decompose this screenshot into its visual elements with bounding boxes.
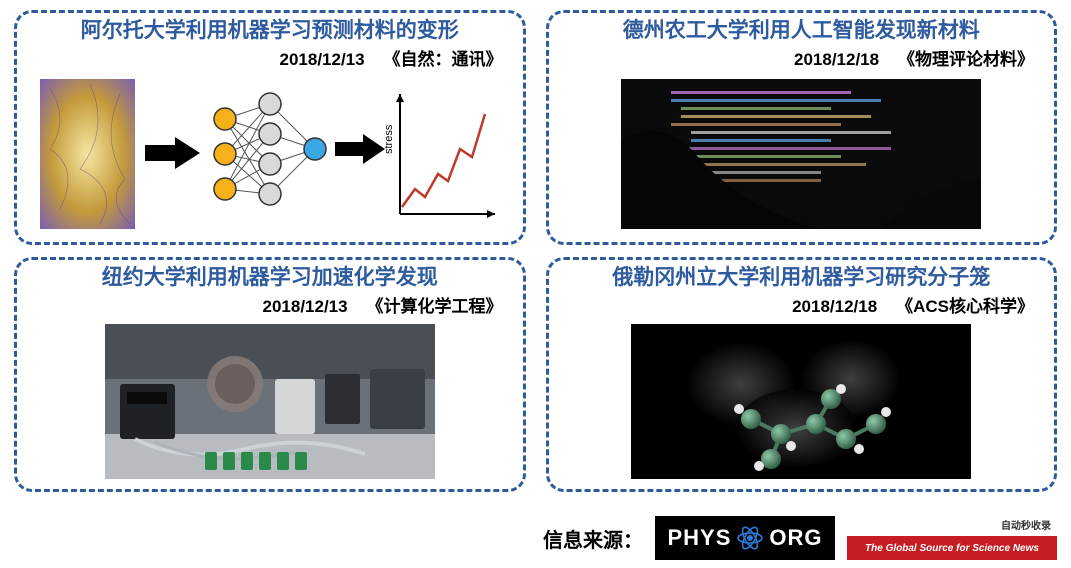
card-aalto: 阿尔托大学利用机器学习预测材料的变形 2018/12/13 《自然：通讯》 bbox=[14, 10, 526, 245]
footer-label: 信息来源： bbox=[543, 524, 643, 553]
card-title: 德州农工大学利用人工智能发现新材料 bbox=[559, 19, 1045, 43]
card-journal: 《ACS核心科学》 bbox=[896, 297, 1034, 316]
figure-lab-photo bbox=[27, 321, 513, 481]
atom-icon bbox=[735, 523, 765, 553]
card-journal: 《物理评论材料》 bbox=[898, 50, 1034, 69]
card-title: 纽约大学利用机器学习加速化学发现 bbox=[27, 266, 513, 290]
figure-neural-net: stress bbox=[27, 74, 513, 234]
card-nyu: 纽约大学利用机器学习加速化学发现 2018/12/13 《计算化学工程》 bbox=[14, 257, 526, 492]
card-date: 2018/12/18 bbox=[794, 50, 879, 69]
physorg-left: PHYS bbox=[667, 525, 731, 551]
figure-code-screen bbox=[559, 74, 1045, 234]
footer-sources: 信息来源： PHYS ORG 自动秒收录 The Global Source f… bbox=[543, 516, 1057, 560]
eurekalert-top: 自动秒收录 bbox=[847, 516, 1057, 536]
card-date: 2018/12/13 bbox=[263, 297, 348, 316]
card-date: 2018/12/13 bbox=[280, 50, 365, 69]
card-subtitle: 2018/12/18 《ACS核心科学》 bbox=[559, 292, 1045, 317]
figure-molecule bbox=[559, 321, 1045, 481]
card-title: 阿尔托大学利用机器学习预测材料的变形 bbox=[27, 19, 513, 43]
card-date: 2018/12/18 bbox=[792, 297, 877, 316]
physorg-right: ORG bbox=[769, 525, 822, 551]
card-tamu: 德州农工大学利用人工智能发现新材料 2018/12/18 《物理评论材料》 bbox=[546, 10, 1058, 245]
source-eurekalert: 自动秒收录 The Global Source for Science News bbox=[847, 516, 1057, 560]
card-title: 俄勒冈州立大学利用机器学习研究分子笼 bbox=[559, 266, 1045, 290]
eurekalert-bottom: The Global Source for Science News bbox=[861, 536, 1043, 560]
card-subtitle: 2018/12/13 《计算化学工程》 bbox=[27, 292, 513, 317]
card-journal: 《计算化学工程》 bbox=[367, 297, 503, 316]
source-physorg: PHYS ORG bbox=[655, 516, 835, 560]
card-grid: 阿尔托大学利用机器学习预测材料的变形 2018/12/13 《自然：通讯》 bbox=[0, 0, 1071, 492]
card-subtitle: 2018/12/13 《自然：通讯》 bbox=[27, 45, 513, 70]
axis-label: stress bbox=[383, 124, 395, 154]
card-subtitle: 2018/12/18 《物理评论材料》 bbox=[559, 45, 1045, 70]
card-osu: 俄勒冈州立大学利用机器学习研究分子笼 2018/12/18 《ACS核心科学》 bbox=[546, 257, 1058, 492]
card-journal: 《自然：通讯》 bbox=[384, 50, 503, 69]
